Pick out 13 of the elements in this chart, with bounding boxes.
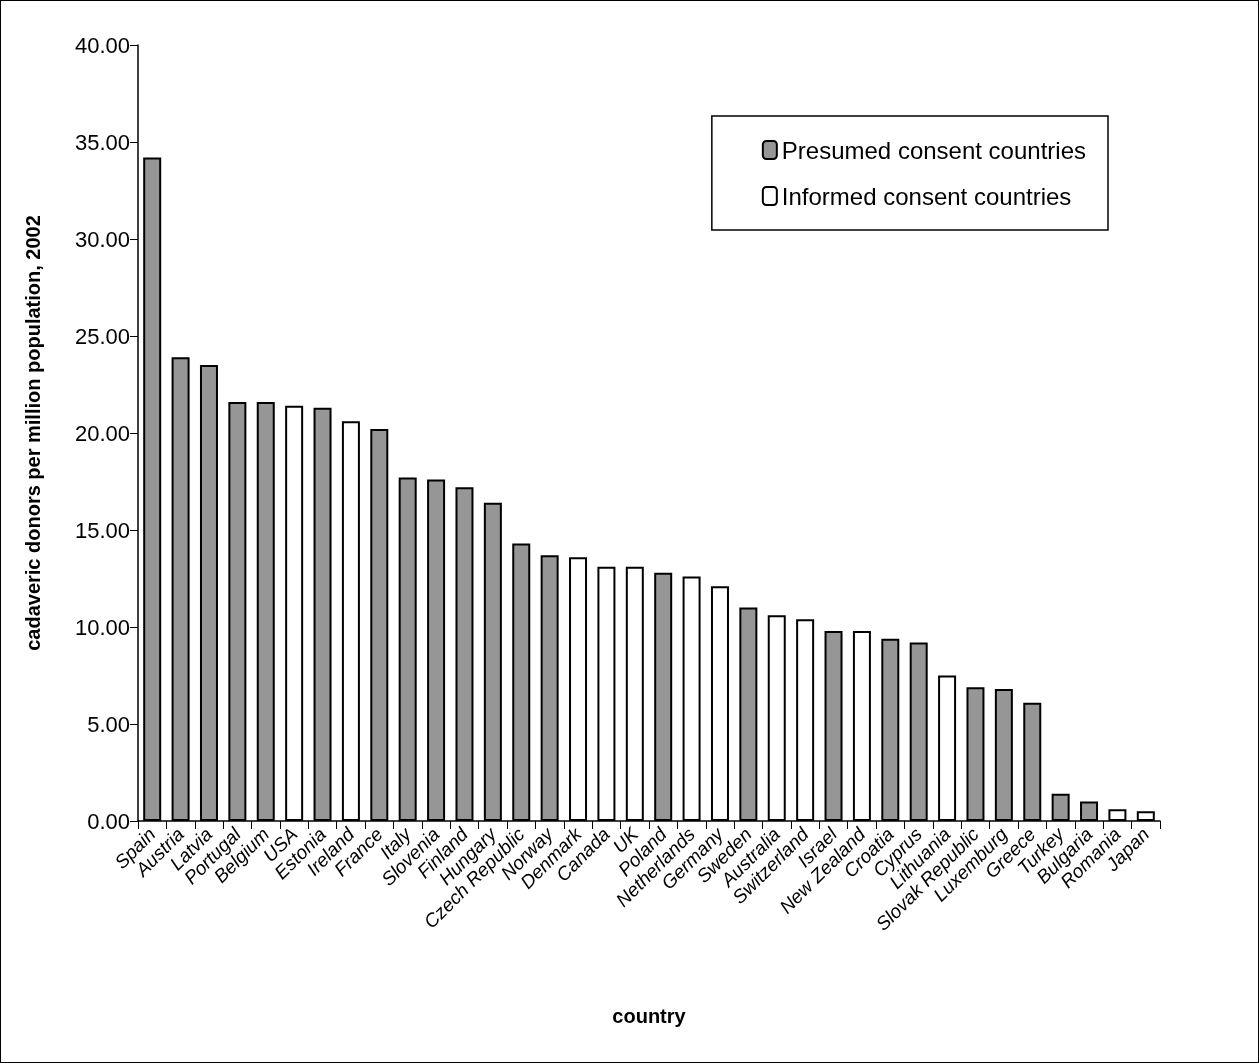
y-tick-label: 35.00 [74,129,130,155]
y-tick-label: 20.00 [74,420,130,446]
y-axis-title: cadaveric donors per million population, 2002 [22,215,44,651]
y-tick-label: 5.00 [87,711,130,737]
y-tick-label: 30.00 [74,226,130,252]
legend-label: Presumed consent countries [781,136,1087,164]
y-tick-label: 25.00 [74,323,130,349]
y-tick-label: 0.00 [87,808,130,834]
y-tick-label: 10.00 [74,614,130,640]
legend-label: Informed consent countries [781,182,1072,210]
y-tick-label: 40.00 [74,32,130,58]
y-tick-label: 15.00 [74,517,130,543]
x-axis-title: country [612,1005,687,1027]
